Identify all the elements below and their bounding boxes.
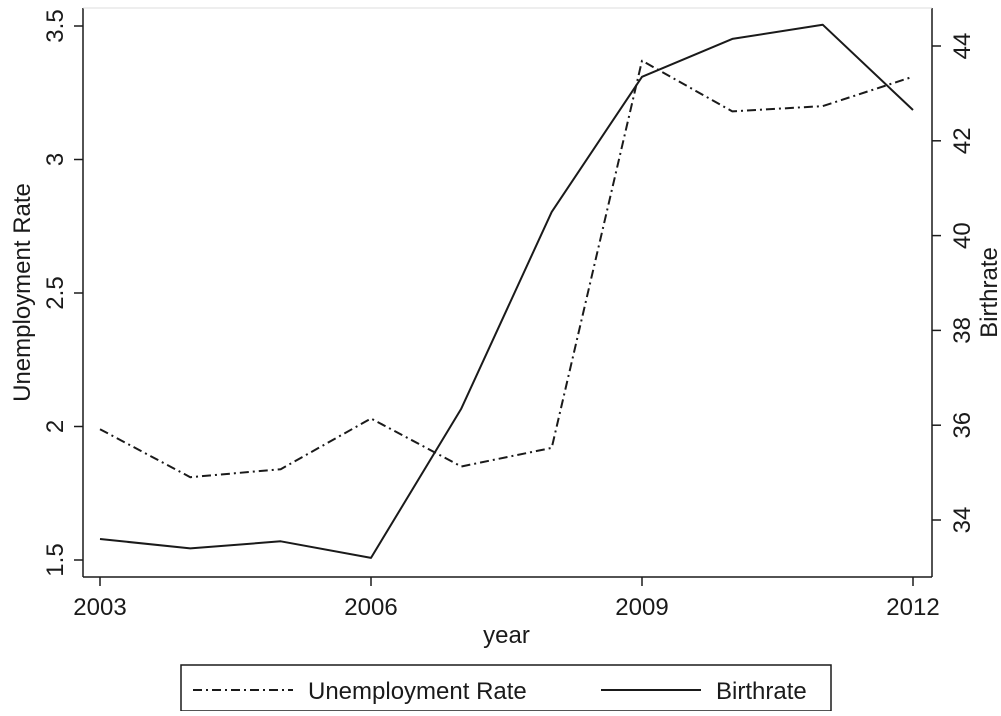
y-right-tick-label: 42 bbox=[949, 127, 976, 154]
x-tick-label: 2006 bbox=[344, 594, 397, 621]
x-tick-label: 2009 bbox=[615, 594, 668, 621]
y-left-tick-label: 2.5 bbox=[42, 276, 69, 309]
y-right-tick-label: 34 bbox=[949, 507, 976, 534]
x-tick-label: 2012 bbox=[886, 594, 939, 621]
y-right-tick-label: 36 bbox=[949, 412, 976, 439]
y-left-tick-label: 3.5 bbox=[42, 9, 69, 42]
legend-label-unemployment-rate: Unemployment Rate bbox=[308, 678, 527, 705]
y-axis-right-label: Birthrate bbox=[976, 247, 1001, 338]
y-left-tick-label: 1.5 bbox=[42, 543, 69, 576]
y-right-tick-label: 38 bbox=[949, 317, 976, 344]
y-left-tick-label: 2 bbox=[42, 420, 69, 433]
y-right-tick-label: 40 bbox=[949, 222, 976, 249]
x-axis-label: year bbox=[483, 622, 530, 649]
y-axis-left-label: Unemployment Rate bbox=[9, 183, 36, 402]
legend-label-birthrate: Birthrate bbox=[716, 678, 807, 705]
y-right-tick-label: 44 bbox=[949, 33, 976, 60]
x-tick-label: 2003 bbox=[73, 594, 126, 621]
y-left-tick-label: 3 bbox=[42, 153, 69, 166]
